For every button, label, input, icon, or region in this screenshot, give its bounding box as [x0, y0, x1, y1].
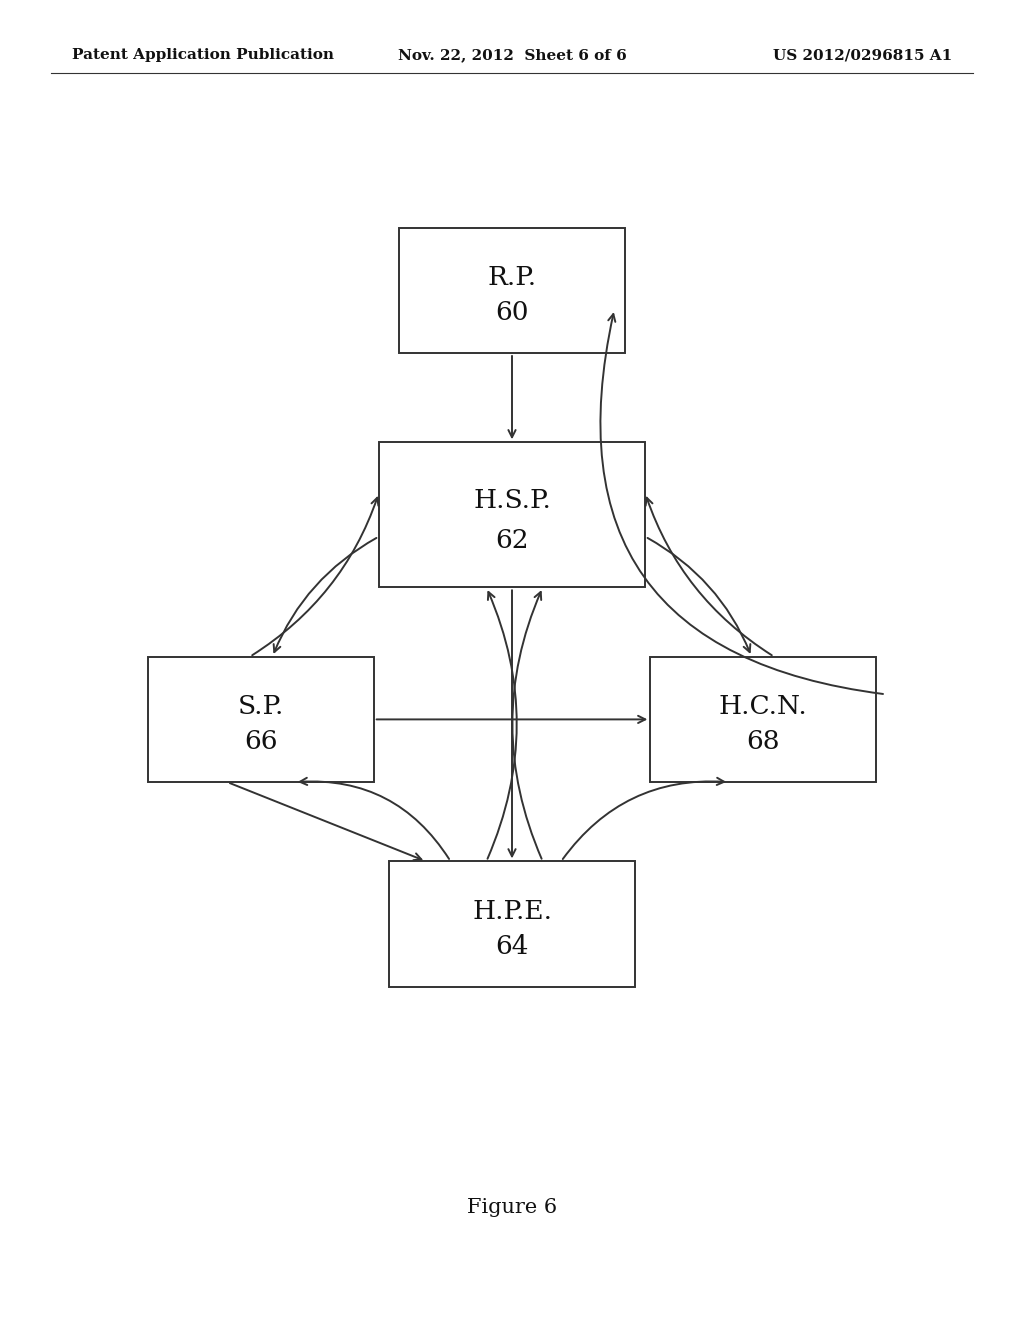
Text: H.C.N.: H.C.N. — [719, 694, 807, 719]
Text: 62: 62 — [496, 528, 528, 553]
Text: Nov. 22, 2012  Sheet 6 of 6: Nov. 22, 2012 Sheet 6 of 6 — [397, 49, 627, 62]
Text: US 2012/0296815 A1: US 2012/0296815 A1 — [773, 49, 952, 62]
Bar — [379, 442, 645, 587]
Text: H.P.E.: H.P.E. — [472, 899, 552, 924]
Text: R.P.: R.P. — [487, 265, 537, 290]
Text: H.S.P.: H.S.P. — [473, 488, 551, 512]
Bar — [399, 227, 625, 352]
Text: 68: 68 — [746, 730, 779, 755]
Text: Patent Application Publication: Patent Application Publication — [72, 49, 334, 62]
Text: S.P.: S.P. — [238, 694, 285, 719]
Bar — [148, 656, 374, 781]
Text: 64: 64 — [496, 935, 528, 960]
Bar — [389, 861, 635, 987]
Text: 66: 66 — [245, 730, 278, 755]
Text: 60: 60 — [496, 301, 528, 326]
Bar — [650, 656, 876, 781]
Text: Figure 6: Figure 6 — [467, 1199, 557, 1217]
